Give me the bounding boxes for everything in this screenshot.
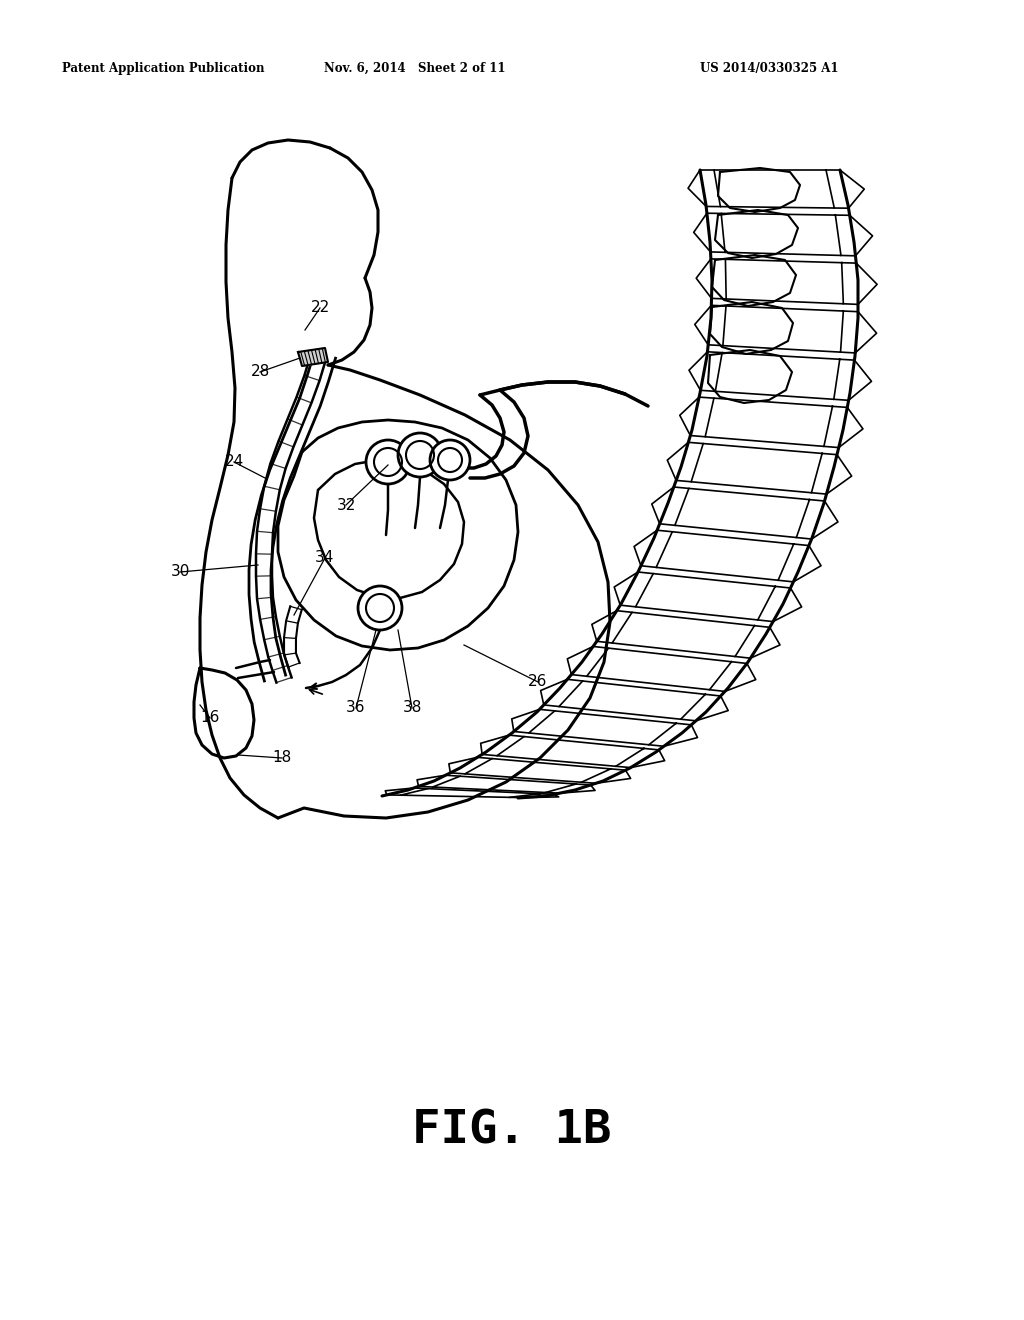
Text: 24: 24 — [224, 454, 244, 470]
Text: 36: 36 — [346, 701, 366, 715]
Circle shape — [366, 440, 410, 484]
Text: 26: 26 — [528, 675, 548, 689]
Text: 38: 38 — [402, 701, 422, 715]
Polygon shape — [298, 348, 328, 366]
Circle shape — [358, 586, 402, 630]
Text: 18: 18 — [272, 751, 292, 766]
Text: Nov. 6, 2014   Sheet 2 of 11: Nov. 6, 2014 Sheet 2 of 11 — [325, 62, 506, 75]
Text: 22: 22 — [310, 301, 330, 315]
Text: US 2014/0330325 A1: US 2014/0330325 A1 — [700, 62, 839, 75]
Text: 30: 30 — [170, 565, 189, 579]
Text: 16: 16 — [201, 710, 220, 726]
Text: 32: 32 — [336, 498, 355, 512]
Text: 34: 34 — [315, 550, 335, 565]
Text: FIG. 1B: FIG. 1B — [413, 1107, 611, 1152]
Text: 28: 28 — [251, 364, 269, 380]
Circle shape — [398, 433, 442, 477]
Text: Patent Application Publication: Patent Application Publication — [62, 62, 264, 75]
Circle shape — [430, 440, 470, 480]
